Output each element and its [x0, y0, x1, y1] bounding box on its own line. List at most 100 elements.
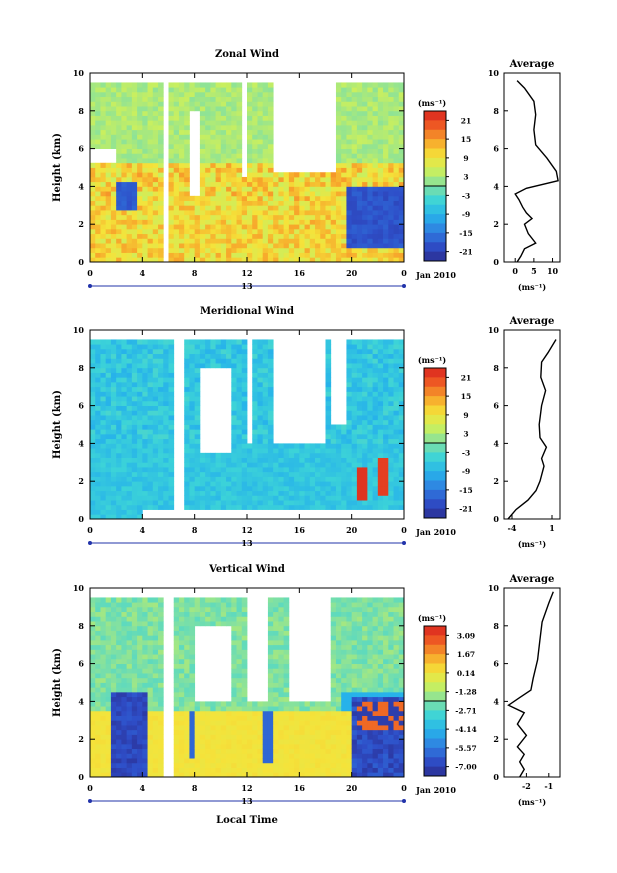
heatmap-cell	[158, 391, 164, 397]
heatmap-cell	[210, 214, 216, 220]
heatmap-cell	[294, 181, 300, 187]
heatmap-cell	[241, 625, 248, 631]
heatmap-cell	[205, 143, 211, 150]
heatmap-cell	[210, 148, 216, 154]
heatmap-cell	[273, 481, 279, 487]
zonal-ylabel: Height (km)	[52, 133, 63, 202]
heatmap-cell	[152, 677, 159, 683]
heatmap-cell	[236, 429, 243, 435]
heatmap-cell	[131, 391, 138, 397]
heatmap-cell	[142, 214, 148, 220]
heatmap-cell	[362, 448, 368, 454]
heatmap-cell	[231, 228, 237, 235]
heatmap-cell	[147, 490, 154, 496]
heatmap-cell	[231, 191, 237, 197]
heatmap-cell	[362, 153, 368, 159]
heatmap-cell	[241, 176, 248, 183]
heatmap-cell	[335, 124, 342, 131]
heatmap-cell	[278, 649, 285, 655]
heatmap-cell	[356, 443, 363, 449]
heatmap-cell	[116, 597, 122, 603]
heatmap-cell	[173, 673, 180, 679]
heatmap-cell	[236, 181, 243, 187]
heatmap-cell	[158, 129, 164, 135]
heatmap-cell	[178, 162, 185, 168]
heatmap-cell	[90, 490, 96, 496]
heatmap-cell	[377, 96, 384, 102]
heatmap-cell	[100, 691, 107, 698]
heatmap-cell	[100, 606, 107, 613]
heatmap-cell	[95, 101, 101, 107]
heatmap-cell	[142, 762, 148, 768]
heatmap-cell	[252, 701, 258, 707]
heatmap-cell	[377, 410, 384, 416]
heatmap-cell	[220, 106, 227, 112]
heatmap-cell	[189, 367, 196, 373]
heatmap-cell	[90, 214, 96, 220]
heatmap-cell	[205, 205, 211, 211]
heatmap-cell	[142, 485, 148, 492]
heatmap-cell	[273, 658, 279, 665]
heatmap-cell	[247, 186, 253, 192]
heatmap-cell	[362, 462, 368, 468]
heatmap-cell	[178, 257, 185, 263]
heatmap-cell	[126, 153, 133, 159]
heatmap-cell	[341, 82, 347, 88]
heatmap-cell	[121, 176, 128, 183]
heatmap-cell	[267, 358, 274, 364]
heatmap-cell	[95, 682, 101, 688]
heatmap-cell	[367, 205, 373, 211]
heatmap-cell	[205, 725, 211, 731]
heatmap-cell	[383, 247, 389, 253]
heatmap-cell	[121, 729, 128, 735]
heatmap-cell	[257, 410, 264, 416]
profile-x-tick-label: 0	[512, 266, 518, 276]
heatmap-cell	[158, 257, 164, 263]
heatmap-cell	[152, 252, 159, 258]
heatmap-cell	[220, 195, 227, 201]
heatmap-cell	[168, 238, 175, 244]
heatmap-cell	[178, 195, 185, 201]
heatmap-cell	[262, 725, 269, 731]
heatmap-cell	[356, 148, 363, 154]
heatmap-cell	[158, 677, 164, 683]
heatmap-cell	[126, 243, 133, 249]
heatmap-cell	[226, 238, 232, 244]
heatmap-cell	[131, 106, 138, 112]
heatmap-cell	[147, 739, 154, 745]
heatmap-cell	[257, 424, 264, 430]
heatmap-cell	[100, 191, 107, 197]
heatmap-cell	[173, 214, 180, 220]
heatmap-cell	[178, 729, 185, 735]
heatmap-cell	[346, 257, 353, 263]
heatmap-cell	[247, 219, 253, 225]
heatmap-cell	[346, 391, 353, 397]
heatmap-cell	[356, 391, 363, 397]
heatmap-cell	[388, 415, 394, 421]
zonal-title: Zonal Wind	[215, 49, 279, 60]
heatmap-cell	[294, 457, 300, 463]
heatmap-cell	[131, 725, 138, 731]
heatmap-cell	[262, 153, 269, 159]
heatmap-cell	[325, 358, 332, 364]
heatmap-cell	[199, 363, 206, 369]
heatmap-cell	[152, 462, 159, 468]
heatmap-cell	[158, 110, 164, 116]
heatmap-cell	[142, 391, 148, 397]
heatmap-cell	[346, 82, 353, 88]
heatmap-cell	[178, 247, 185, 253]
heatmap-cell	[257, 725, 264, 731]
heatmap-cell	[126, 748, 133, 754]
heatmap-cell	[152, 710, 159, 716]
heatmap-cell	[267, 120, 274, 126]
heatmap-cell	[173, 115, 180, 121]
heatmap-cell	[278, 500, 285, 506]
heatmap-cell	[126, 410, 133, 416]
heatmap-cell	[110, 344, 117, 350]
heatmap-cell	[137, 500, 143, 506]
heatmap-cell	[158, 219, 164, 225]
heatmap-cell	[351, 162, 358, 168]
heatmap-cell	[205, 101, 211, 107]
heatmap-cell	[309, 205, 316, 211]
heatmap-cell	[283, 471, 290, 477]
